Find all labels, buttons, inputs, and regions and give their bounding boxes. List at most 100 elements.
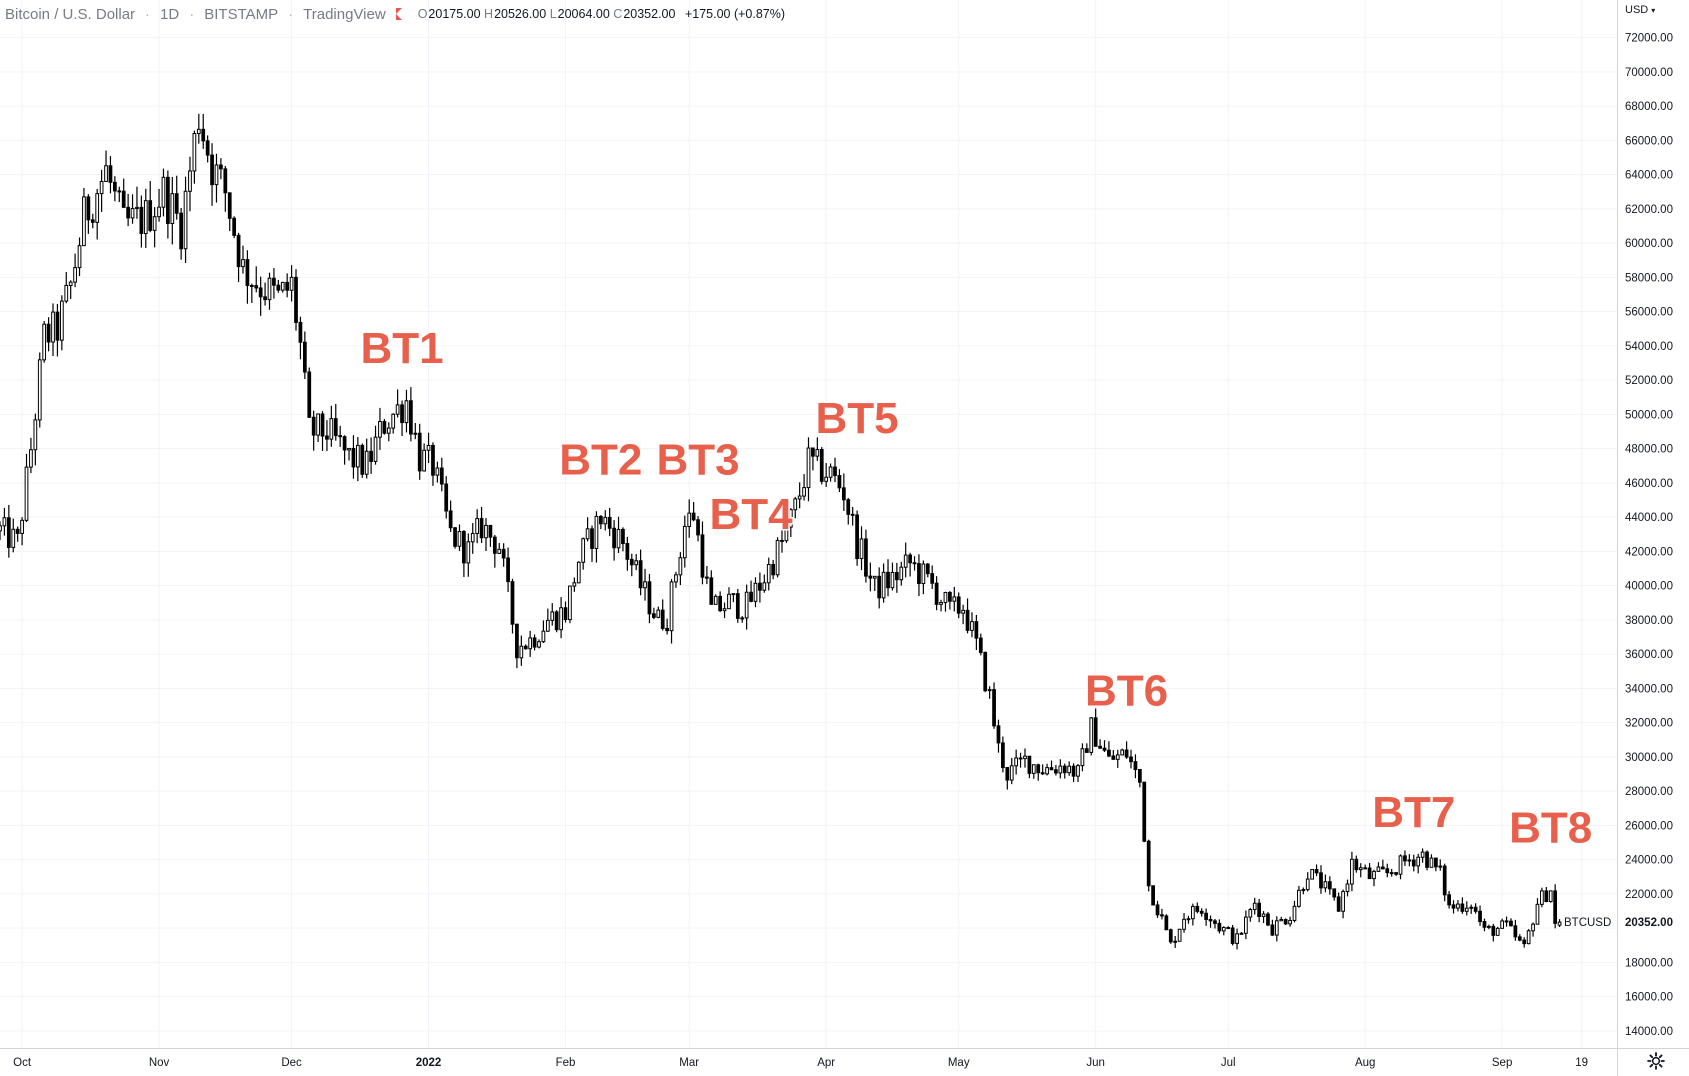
candle-down <box>506 557 510 583</box>
candle-up <box>568 585 572 621</box>
candle-down <box>1111 755 1116 760</box>
candle-up <box>11 528 16 548</box>
annotation-label: BT2 <box>559 435 642 484</box>
candle-up <box>99 180 104 195</box>
candle-up <box>1089 717 1094 753</box>
candle-up <box>51 311 55 343</box>
candle-up <box>1531 923 1535 932</box>
candle-up <box>545 619 550 632</box>
candle-up <box>1239 932 1244 935</box>
interval-label[interactable]: 1D <box>160 5 180 23</box>
candle-down <box>1478 910 1482 923</box>
candle-up <box>426 444 431 451</box>
flag-icon[interactable] <box>395 8 408 20</box>
candle-down <box>1336 896 1341 912</box>
candle-down <box>598 515 603 525</box>
candle-up <box>386 427 391 434</box>
candle-down <box>1385 868 1390 874</box>
candle-down <box>1005 767 1010 781</box>
x-tick-label: May <box>948 1057 970 1069</box>
y-tick-label: 40000.00 <box>1625 581 1673 593</box>
candle-up <box>1221 927 1226 932</box>
candle-up <box>152 216 157 231</box>
y-tick-label: 30000.00 <box>1625 752 1673 764</box>
candle-down <box>15 528 20 534</box>
candle-up <box>42 323 47 361</box>
chevron-down-icon: ▾ <box>1651 6 1656 15</box>
candle-down <box>90 219 95 223</box>
y-tick-label: 46000.00 <box>1625 478 1673 490</box>
candle-down <box>351 447 356 468</box>
candle-up <box>572 582 577 587</box>
candle-up <box>1190 905 1195 920</box>
y-tick-label: 36000.00 <box>1625 649 1673 661</box>
y-tick-label: 66000.00 <box>1625 135 1673 147</box>
candle-down <box>417 432 422 472</box>
candle-up <box>603 516 608 525</box>
candle-up <box>678 557 683 576</box>
candle-down <box>1509 920 1513 927</box>
candle-up <box>762 582 767 591</box>
candle-down <box>651 613 656 618</box>
x-tick-label: Mar <box>679 1057 699 1069</box>
y-tick-label: 20352.00 <box>1625 917 1673 929</box>
candle-up <box>466 541 471 564</box>
candle-up <box>1464 907 1469 912</box>
candle-down <box>409 400 413 435</box>
gear-icon[interactable] <box>1646 1051 1666 1071</box>
candle-down <box>974 621 979 639</box>
candle-up <box>585 528 590 540</box>
candle-down <box>629 558 634 566</box>
candle-down <box>1164 915 1169 931</box>
candle-down <box>1071 765 1076 777</box>
x-tick-label: Aug <box>1355 1057 1375 1069</box>
candle-down <box>917 563 921 584</box>
candle-up <box>1274 920 1279 936</box>
candle-up <box>267 277 272 301</box>
candle-up <box>1341 891 1345 912</box>
y-tick-label: 50000.00 <box>1625 409 1673 421</box>
candle-down <box>992 689 996 727</box>
candle-up <box>674 574 678 583</box>
candle-down <box>665 627 669 632</box>
candle-down <box>660 609 665 629</box>
candle-up <box>744 591 749 619</box>
candle-down <box>1001 742 1005 769</box>
candle-down <box>1098 745 1102 749</box>
candle-down <box>1093 717 1098 747</box>
candle-up <box>37 359 42 421</box>
candle-down <box>126 206 130 219</box>
candle-down <box>709 577 714 605</box>
y-tick-label: 60000.00 <box>1625 238 1673 250</box>
x-tick-label: 2022 <box>416 1057 442 1069</box>
candle-up <box>1429 857 1434 868</box>
candle-up <box>484 524 488 539</box>
currency-dropdown[interactable]: USD ▾ <box>1625 4 1655 16</box>
candle-up <box>1182 918 1186 930</box>
candle-down <box>501 548 506 559</box>
x-tick-label: Apr <box>817 1057 835 1069</box>
candle-up <box>1173 940 1178 943</box>
candle-down <box>1217 922 1222 932</box>
candle-down <box>1447 894 1451 906</box>
candle-down <box>1049 767 1054 771</box>
candle-down <box>894 572 899 581</box>
candle-down <box>272 277 276 286</box>
candle-up <box>952 596 957 602</box>
candle-up <box>95 193 100 223</box>
candle-down <box>1027 755 1032 774</box>
candle-up <box>939 602 943 605</box>
last-price-marker <box>1618 913 1688 932</box>
candle-up <box>497 548 502 554</box>
y-tick-label: 56000.00 <box>1625 307 1673 319</box>
candle-up <box>214 164 219 186</box>
candle-down <box>864 538 868 577</box>
candle-up <box>872 575 877 579</box>
candle-down <box>492 536 497 554</box>
candle-down <box>117 190 122 193</box>
candle-up <box>280 281 285 291</box>
symbol-name[interactable]: Bitcoin / U.S. Dollar <box>5 5 136 23</box>
price-axis <box>1617 0 1689 1076</box>
candle-down <box>1367 867 1372 880</box>
